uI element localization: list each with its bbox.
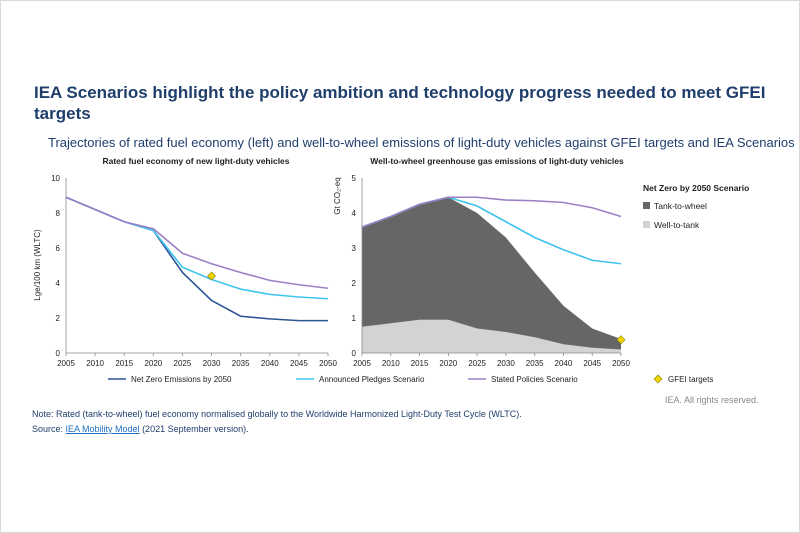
left-x-tick-label: 2040 bbox=[261, 359, 279, 368]
right-x-tick-label: 2045 bbox=[583, 359, 601, 368]
source-prefix: Source: bbox=[32, 424, 66, 434]
right-x-tick-label: 2005 bbox=[353, 359, 371, 368]
source-line: Source: IEA Mobility Model (2021 Septemb… bbox=[32, 424, 249, 434]
page-title: IEA Scenarios highlight the policy ambit… bbox=[34, 83, 766, 123]
bottom-legend: Net Zero Emissions by 2050 Announced Ple… bbox=[108, 374, 713, 384]
right-y-tick-label: 2 bbox=[352, 279, 357, 288]
right-x-tick-label: 2050 bbox=[612, 359, 630, 368]
left-x-tick-label: 2020 bbox=[144, 359, 162, 368]
left-x-tick-label: 2005 bbox=[57, 359, 75, 368]
right-x-tick-label: 2015 bbox=[411, 359, 429, 368]
left-chart: Rated fuel economy of new light-duty veh… bbox=[33, 156, 337, 368]
right-y-tick-label: 4 bbox=[352, 209, 357, 218]
source-link[interactable]: IEA Mobility Model bbox=[65, 424, 140, 434]
gfei-target-marker bbox=[207, 271, 216, 281]
line-steps bbox=[361, 196, 622, 228]
right-chart-title: Well-to-wheel greenhouse gas emissions o… bbox=[370, 156, 624, 166]
right-y-tick-label: 5 bbox=[352, 174, 357, 183]
right-y-axis-label: Gt CO₂-eq bbox=[333, 177, 342, 214]
left-x-tick-label: 2050 bbox=[319, 359, 337, 368]
right-x-tick-label: 2040 bbox=[555, 359, 573, 368]
area-legend: Net Zero by 2050 Scenario Tank-to-wheel … bbox=[643, 183, 749, 230]
left-y-tick-label: 0 bbox=[56, 349, 61, 358]
chart-subtitle: Trajectories of rated fuel economy (left… bbox=[48, 135, 795, 150]
left-x-tick-label: 2045 bbox=[290, 359, 308, 368]
legend-swatch-tank-to-wheel bbox=[643, 202, 650, 209]
legend-marker-gfei bbox=[653, 374, 663, 384]
line-steps bbox=[65, 196, 329, 290]
legend-label-tank-to-wheel: Tank-to-wheel bbox=[654, 201, 707, 211]
left-y-tick-label: 8 bbox=[56, 209, 61, 218]
left-y-tick-label: 6 bbox=[56, 244, 61, 253]
left-y-axis-label: Lge/100 km (WLTC) bbox=[33, 229, 42, 301]
left-x-tick-label: 2015 bbox=[115, 359, 133, 368]
legend-swatch-well-to-tank bbox=[643, 221, 650, 228]
legend-label-well-to-tank: Well-to-tank bbox=[654, 220, 700, 230]
legend-label-aps: Announced Pledges Scenario bbox=[319, 375, 425, 384]
legend-label-gfei: GFEI targets bbox=[668, 375, 713, 384]
left-y-tick-label: 10 bbox=[51, 174, 60, 183]
left-x-tick-label: 2035 bbox=[232, 359, 250, 368]
left-y-tick-label: 2 bbox=[56, 314, 61, 323]
legend-label-steps: Stated Policies Scenario bbox=[491, 375, 578, 384]
source-suffix: (2021 September version). bbox=[139, 424, 249, 434]
right-x-tick-label: 2020 bbox=[439, 359, 457, 368]
legend-label-nze: Net Zero Emissions by 2050 bbox=[131, 375, 232, 384]
left-x-tick-label: 2010 bbox=[86, 359, 104, 368]
right-x-tick-label: 2025 bbox=[468, 359, 486, 368]
left-x-tick-label: 2025 bbox=[174, 359, 192, 368]
area-legend-title: Net Zero by 2050 Scenario bbox=[643, 183, 749, 193]
left-x-tick-label: 2030 bbox=[203, 359, 221, 368]
right-chart: Well-to-wheel greenhouse gas emissions o… bbox=[333, 156, 630, 368]
right-x-tick-label: 2010 bbox=[382, 359, 400, 368]
gfei-target-marker bbox=[616, 335, 626, 345]
credit-text: IEA. All rights reserved. bbox=[665, 395, 759, 405]
area-wtt bbox=[362, 319, 621, 353]
left-y-tick-label: 4 bbox=[56, 279, 61, 288]
right-x-tick-label: 2035 bbox=[526, 359, 544, 368]
left-chart-title: Rated fuel economy of new light-duty veh… bbox=[102, 156, 289, 166]
right-x-tick-label: 2030 bbox=[497, 359, 515, 368]
area-ttw bbox=[362, 197, 621, 350]
footnote: Note: Rated (tank-to-wheel) fuel economy… bbox=[32, 409, 522, 419]
right-y-tick-label: 1 bbox=[352, 314, 357, 323]
right-y-tick-label: 3 bbox=[352, 244, 357, 253]
right-y-tick-label: 0 bbox=[352, 349, 357, 358]
